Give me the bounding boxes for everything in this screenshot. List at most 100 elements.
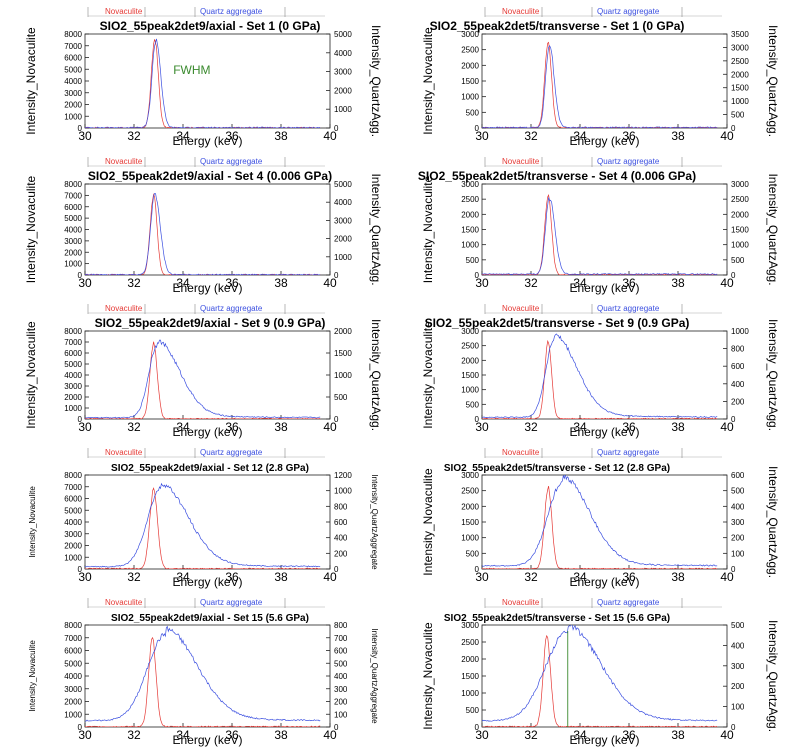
y-right-tick-label: 300 xyxy=(334,685,348,694)
y-right-tick-label: 0 xyxy=(731,565,736,574)
series-line-quartz-aggregate xyxy=(482,45,718,128)
y-left-tick-label: 2000 xyxy=(461,655,479,664)
y-left-tick-label: 3000 xyxy=(461,621,479,630)
x-tick-label: 32 xyxy=(524,570,538,584)
x-tick-label: 36 xyxy=(622,420,636,434)
y-right-tick-label: 0 xyxy=(334,415,339,424)
y-right-tick-label: 1000 xyxy=(731,241,749,250)
x-tick-label: 30 xyxy=(78,728,92,742)
legend-label-novaculite: Novaculite xyxy=(105,157,143,166)
chart-title: SIO2_55peak2det9/axial - Set 1 (0 GPa) xyxy=(100,19,321,33)
y-left-tick-label: 1500 xyxy=(461,371,479,380)
x-tick-label: 36 xyxy=(225,728,239,742)
y-left-tick-label: 8000 xyxy=(64,30,82,39)
plot-frame xyxy=(481,624,728,728)
x-tick-label: 40 xyxy=(720,728,734,742)
y-right-tick-label: 1000 xyxy=(731,327,749,336)
x-tick-label: 38 xyxy=(671,129,685,143)
y-left-tick-label: 4000 xyxy=(64,672,82,681)
x-tick-label: 40 xyxy=(323,276,337,290)
y-left-tick-label: 500 xyxy=(466,549,480,558)
y-right-tick-label: 400 xyxy=(731,502,745,511)
y-right-tick-label: 1500 xyxy=(334,349,352,358)
chart-title: SIO2_55peak2det9/axial - Set 4 (0.006 GP… xyxy=(88,169,332,183)
y-left-tick-label: 8000 xyxy=(64,471,82,480)
y-left-tick-label: 1000 xyxy=(461,386,479,395)
x-tick-label: 30 xyxy=(78,420,92,434)
x-tick-label: 30 xyxy=(475,728,489,742)
y-left-tick-label: 1500 xyxy=(461,672,479,681)
y-right-tick-label: 0 xyxy=(731,415,736,424)
y-left-tick-label: 0 xyxy=(78,415,83,424)
y-right-tick-label: 700 xyxy=(334,634,348,643)
plot-frame xyxy=(481,474,728,570)
y-right-tick-label: 500 xyxy=(334,659,348,668)
x-tick-label: 30 xyxy=(475,420,489,434)
y-left-tick-label: 1000 xyxy=(64,553,82,562)
y-right-tick-label: 600 xyxy=(731,471,745,480)
y-left-tick-label: 5000 xyxy=(64,65,82,74)
legend-label-quartz: Quartz aggregate xyxy=(200,7,263,16)
y-right-tick-label: 0 xyxy=(731,723,736,732)
chart-title: SIO2_55peak2det5/transverse - Set 1 (0 G… xyxy=(430,19,685,33)
legend-label-novaculite: Novaculite xyxy=(105,304,143,313)
legend-label-novaculite: Novaculite xyxy=(105,7,143,16)
y-right-tick-label: 2000 xyxy=(334,86,352,95)
y-left-tick-label: 1000 xyxy=(64,112,82,121)
chart-title: SIO2_55peak2det9/axial - Set 9 (0.9 GPa) xyxy=(95,316,326,330)
x-tick-label: 40 xyxy=(323,570,337,584)
y-right-tick-label: 3000 xyxy=(731,180,749,189)
y-left-tick-label: 4000 xyxy=(64,226,82,235)
y-left-tick-label: 0 xyxy=(78,723,83,732)
x-tick-label: 34 xyxy=(573,728,587,742)
x-tick-label: 34 xyxy=(176,129,190,143)
series-line-novaculite xyxy=(482,486,718,569)
y-left-tick-label: 1500 xyxy=(461,226,479,235)
y-left-axis-label: Intensity_Novaculite xyxy=(28,640,37,712)
y-left-tick-label: 8000 xyxy=(64,327,82,336)
legend-label-novaculite: Novaculite xyxy=(502,7,540,16)
y-left-tick-label: 6000 xyxy=(64,495,82,504)
spectrum-panel-10: Novaculite Quartz aggregate SIO2_55peak2de… xyxy=(421,598,780,747)
y-left-tick-label: 3000 xyxy=(64,685,82,694)
y-left-tick-label: 2000 xyxy=(64,248,82,257)
x-tick-label: 34 xyxy=(573,420,587,434)
y-left-tick-label: 1000 xyxy=(64,404,82,413)
x-tick-label: 38 xyxy=(671,570,685,584)
x-tick-label: 38 xyxy=(274,420,288,434)
y-right-tick-label: 100 xyxy=(731,549,745,558)
x-tick-label: 32 xyxy=(524,129,538,143)
x-tick-label: 34 xyxy=(176,276,190,290)
spectrum-panel-2: Novaculite Quartz aggregate SIO2_55peak2de… xyxy=(421,7,780,148)
y-left-tick-label: 500 xyxy=(466,400,480,409)
y-right-tick-label: 600 xyxy=(334,518,348,527)
y-right-axis-label: Intensity_QuartzAgg. xyxy=(766,319,780,431)
y-right-tick-label: 200 xyxy=(731,534,745,543)
y-right-tick-label: 800 xyxy=(334,502,348,511)
x-tick-label: 38 xyxy=(671,728,685,742)
y-left-axis-label: Intensity_Novaculite xyxy=(28,486,37,558)
y-left-tick-label: 500 xyxy=(466,706,480,715)
y-left-tick-label: 4000 xyxy=(64,77,82,86)
y-left-tick-label: 0 xyxy=(78,271,83,280)
y-right-tick-label: 500 xyxy=(731,256,745,265)
series-line-novaculite xyxy=(85,636,321,727)
y-left-tick-label: 2000 xyxy=(461,61,479,70)
y-left-tick-label: 0 xyxy=(475,271,480,280)
y-left-tick-label: 6000 xyxy=(64,647,82,656)
y-left-axis-label: Intensity_Novaculite xyxy=(421,321,435,429)
x-axis-label: Energy (keV) xyxy=(569,281,639,295)
x-tick-label: 38 xyxy=(274,129,288,143)
y-right-tick-label: 200 xyxy=(731,397,745,406)
y-left-tick-label: 2000 xyxy=(64,698,82,707)
legend-label-quartz: Quartz aggregate xyxy=(597,157,660,166)
y-right-tick-label: 800 xyxy=(334,621,348,630)
y-left-axis-label: Intensity_Novaculite xyxy=(421,468,435,576)
x-tick-label: 32 xyxy=(127,570,141,584)
legend: Novaculite Quartz aggregate xyxy=(484,448,722,458)
series-line-novaculite xyxy=(85,341,321,419)
legend-label-novaculite: Novaculite xyxy=(502,304,540,313)
plot-frame xyxy=(84,624,331,728)
x-axis-label: Energy (keV) xyxy=(172,733,242,747)
